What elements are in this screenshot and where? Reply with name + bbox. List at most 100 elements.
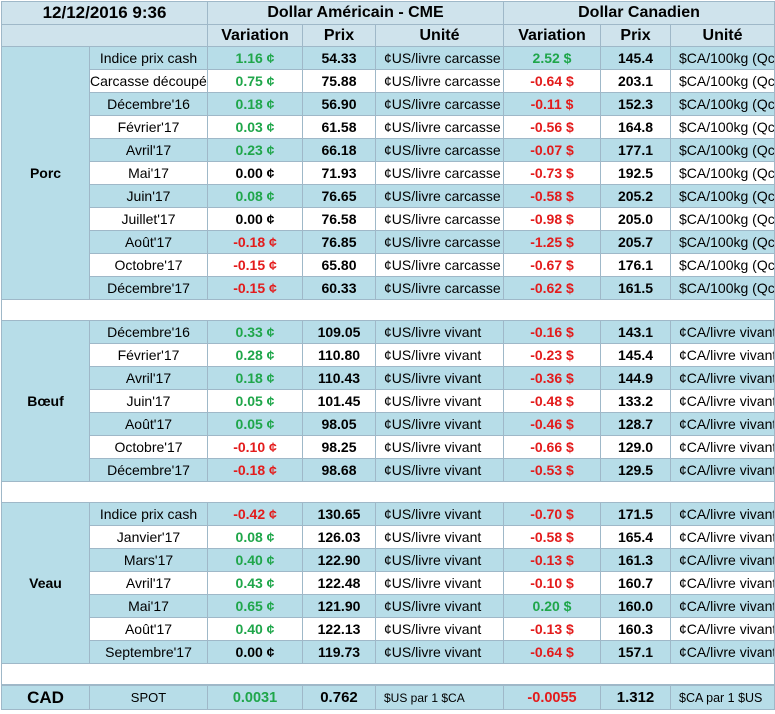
cad-variation: -0.66 $: [503, 435, 602, 459]
cad-unit: ¢CA/livre vivant: [670, 548, 775, 572]
usd-variation: -0.15 ¢: [207, 276, 303, 300]
contract-label: Août'17: [89, 230, 208, 254]
contract-label: Juillet'17: [89, 207, 208, 231]
contract-label: Carcasse découpée: [89, 69, 208, 93]
usd-price: 109.05: [302, 320, 376, 344]
usd-price: 71.93: [302, 161, 376, 185]
usd-price: 98.68: [302, 458, 376, 482]
usd-price: 122.90: [302, 548, 376, 572]
table-row: Février'17 0.28 ¢ 110.80 ¢US/livre vivant -0…: [2, 343, 775, 367]
cad-unit: $CA/100kg (Qc): [670, 69, 775, 93]
cad-price: 160.7: [600, 571, 672, 595]
cad-variation: -0.16 $: [503, 320, 602, 344]
cad-unit: ¢CA/livre vivant: [670, 617, 775, 641]
contract-label: Avril'17: [89, 366, 208, 390]
section-label: Bœuf: [1, 320, 90, 482]
contract-label: Juin'17: [89, 184, 208, 208]
spacer-cell: [0, 663, 775, 686]
usd-unit: ¢US/livre vivant: [374, 502, 505, 526]
cad-unit: $CA/100kg (Qc): [670, 184, 775, 208]
usd-variation: -0.18 ¢: [207, 458, 303, 482]
section-label: Veau: [1, 502, 90, 664]
cad-unit-header: Unité: [670, 24, 775, 47]
cad-price: 177.1: [600, 138, 672, 162]
table-row: Octobre'17 -0.15 ¢ 65.80 ¢US/livre carcasse…: [2, 253, 775, 277]
cad-unit: $CA/100kg (Qc): [670, 92, 775, 116]
usd-price: 76.58: [302, 207, 376, 231]
usd-price: 66.18: [302, 138, 376, 162]
usd-price: 0.762: [302, 684, 376, 710]
usd-unit: ¢US/livre vivant: [374, 412, 505, 436]
usd-price: 65.80: [302, 253, 376, 277]
cad-price: 205.2: [600, 184, 672, 208]
cad-unit: $CA/100kg (Qc): [670, 115, 775, 139]
usd-variation: 0.28 ¢: [207, 343, 303, 367]
usd-unit: ¢US/livre carcasse: [374, 69, 505, 93]
usd-variation: 0.40 ¢: [207, 617, 303, 641]
contract-label: Juin'17: [89, 389, 208, 413]
usd-unit: ¢US/livre carcasse: [374, 92, 505, 116]
table-row: Juin'17 0.05 ¢ 101.45 ¢US/livre vivant -0.48…: [2, 389, 775, 413]
cad-variation: -0.64 $: [503, 69, 602, 93]
cad-price: 145.4: [600, 46, 672, 70]
usd-price: 54.33: [302, 46, 376, 70]
usd-unit: ¢US/livre vivant: [374, 343, 505, 367]
usd-unit: ¢US/livre vivant: [374, 640, 505, 664]
table-row: Veau Indice prix cash -0.42 ¢ 130.65 ¢US/liv…: [1, 502, 775, 664]
table-row: Septembre'17 0.00 ¢ 119.73 ¢US/livre vivant…: [2, 640, 775, 664]
table-row: Avril'17 0.43 ¢ 122.48 ¢US/livre vivant -0.1…: [2, 571, 775, 595]
usd-price: 122.48: [302, 571, 376, 595]
report-datetime: 12/12/2016 9:36: [1, 1, 208, 25]
cad-variation: -0.64 $: [503, 640, 602, 664]
header-row-columns: Variation Prix Unité Variation Prix Unité: [1, 24, 775, 47]
table-row: Décembre'17 -0.15 ¢ 60.33 ¢US/livre carcass…: [2, 276, 775, 300]
usd-price: 76.85: [302, 230, 376, 254]
cad-unit: ¢CA/livre vivant: [670, 435, 775, 459]
usd-unit: ¢US/livre carcasse: [374, 115, 505, 139]
cad-unit: ¢CA/livre vivant: [670, 502, 775, 526]
cad-variation: 2.52 $: [503, 46, 602, 70]
usd-unit-header: Unité: [374, 24, 505, 47]
cad-variation: -0.48 $: [503, 389, 602, 413]
table-row: Carcasse découpée 0.75 ¢ 75.88 ¢US/livre ca…: [2, 69, 775, 93]
cad-unit: $CA/100kg (Qc): [670, 253, 775, 277]
usd-unit: ¢US/livre carcasse: [374, 207, 505, 231]
contract-label: Avril'17: [89, 571, 208, 595]
header-row-titles: 12/12/2016 9:36 Dollar Américain - CME D…: [1, 1, 775, 25]
usd-price: 126.03: [302, 525, 376, 549]
cad-price: 161.5: [600, 276, 672, 300]
cad-variation: -0.58 $: [503, 184, 602, 208]
usd-price: 61.58: [302, 115, 376, 139]
usd-price-header: Prix: [302, 24, 376, 47]
cad-unit: $CA/100kg (Qc): [670, 46, 775, 70]
section-spacer: [0, 663, 775, 686]
contract-label: Indice prix cash: [89, 46, 208, 70]
usd-variation: 1.16 ¢: [207, 46, 303, 70]
cad-unit: ¢CA/livre vivant: [670, 320, 775, 344]
header-blank-cell: [1, 24, 208, 47]
cad-price: 133.2: [600, 389, 672, 413]
cad-price: 145.4: [600, 343, 672, 367]
table-row: Août'17 0.05 ¢ 98.05 ¢US/livre vivant -0.46 …: [2, 412, 775, 436]
usd-unit: ¢US/livre carcasse: [374, 161, 505, 185]
usd-unit: ¢US/livre vivant: [374, 366, 505, 390]
contract-label: Mai'17: [89, 161, 208, 185]
usd-price: 110.80: [302, 343, 376, 367]
usd-unit: ¢US/livre vivant: [374, 617, 505, 641]
cad-price: 176.1: [600, 253, 672, 277]
usd-group-title: Dollar Américain - CME: [206, 1, 505, 25]
cad-unit: $CA/100kg (Qc): [670, 161, 775, 185]
usd-variation: 0.18 ¢: [207, 92, 303, 116]
cad-price: 171.5: [600, 502, 672, 526]
table-row: Février'17 0.03 ¢ 61.58 ¢US/livre carcasse -…: [2, 115, 775, 139]
usd-variation: 0.43 ¢: [207, 571, 303, 595]
usd-variation: 0.00 ¢: [207, 161, 303, 185]
contract-label: Février'17: [89, 115, 208, 139]
usd-variation: -0.15 ¢: [207, 253, 303, 277]
cad-price: 205.7: [600, 230, 672, 254]
usd-variation: 0.18 ¢: [207, 366, 303, 390]
table-row: Juillet'17 0.00 ¢ 76.58 ¢US/livre carcasse -…: [2, 207, 775, 231]
table-row: Porc Indice prix cash 1.16 ¢ 54.33 ¢US/livre…: [1, 46, 775, 300]
usd-variation: 0.0031: [207, 684, 303, 710]
cad-price-header: Prix: [600, 24, 672, 47]
